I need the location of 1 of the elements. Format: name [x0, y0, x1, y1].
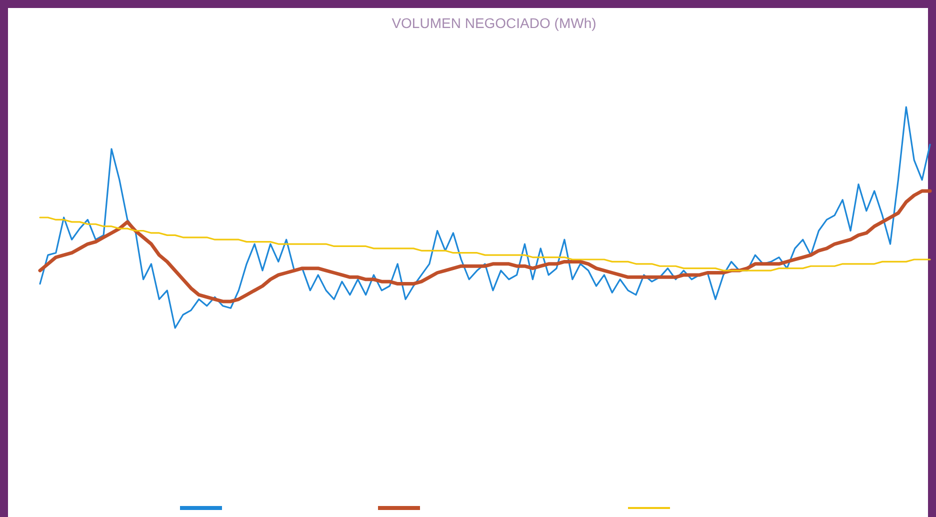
chart-title: VOLUMEN NEGOCIADO (MWh)	[392, 15, 596, 31]
